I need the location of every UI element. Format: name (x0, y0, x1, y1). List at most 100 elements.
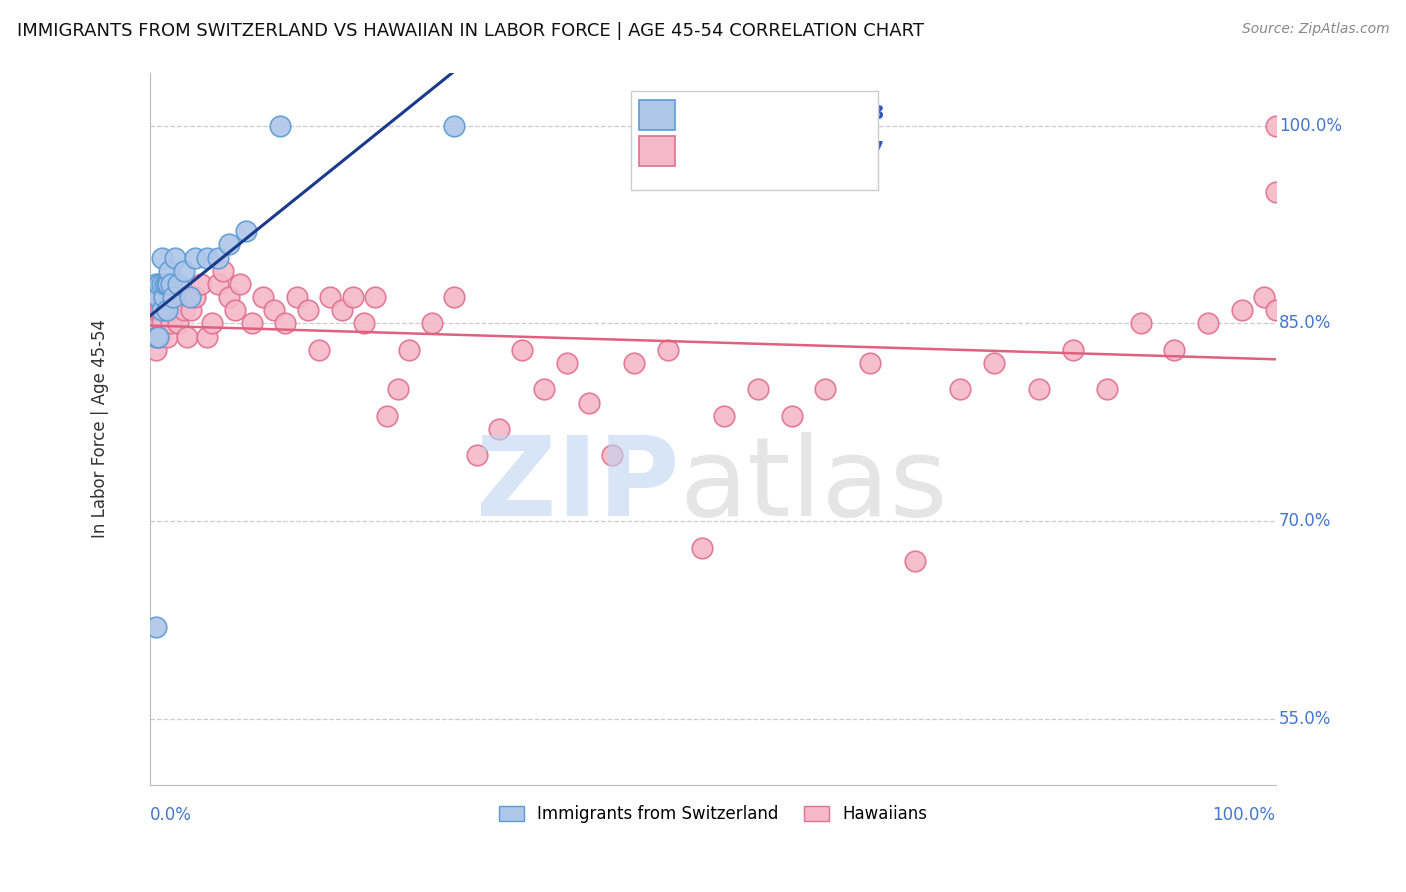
Text: IMMIGRANTS FROM SWITZERLAND VS HAWAIIAN IN LABOR FORCE | AGE 45-54 CORRELATION C: IMMIGRANTS FROM SWITZERLAND VS HAWAIIAN … (17, 22, 924, 40)
Point (1095, 382, 1118, 396)
Point (156, 277, 179, 291)
Text: 100.0%: 100.0% (1279, 117, 1341, 135)
FancyBboxPatch shape (638, 100, 675, 130)
Point (142, 317, 165, 331)
Point (153, 303, 176, 318)
Point (142, 290, 165, 304)
Point (488, 422, 510, 436)
Text: R = 0.159   N = 77: R = 0.159 N = 77 (683, 140, 884, 159)
Point (150, 303, 173, 318)
Point (398, 343, 420, 357)
Point (150, 251, 173, 265)
Point (375, 409, 398, 423)
Point (814, 382, 837, 396)
Point (173, 263, 195, 277)
Point (657, 343, 679, 357)
Point (1197, 317, 1219, 331)
Point (1163, 343, 1185, 357)
Text: ZIP: ZIP (475, 433, 679, 540)
Point (1253, 290, 1275, 304)
Text: 100.0%: 100.0% (1212, 806, 1275, 824)
Point (145, 619, 167, 633)
Point (578, 395, 600, 409)
Point (623, 356, 645, 370)
Text: 0.0%: 0.0% (150, 806, 193, 824)
Point (443, 119, 465, 133)
Point (420, 317, 443, 331)
Point (207, 277, 229, 291)
Point (904, 554, 927, 568)
Point (153, 290, 176, 304)
Point (983, 356, 1005, 370)
Point (148, 290, 170, 304)
Text: 85.0%: 85.0% (1279, 314, 1331, 333)
Point (747, 382, 769, 396)
Point (162, 290, 184, 304)
Point (1264, 119, 1286, 133)
Point (167, 317, 190, 331)
Point (218, 290, 240, 304)
Point (1028, 382, 1050, 396)
Point (149, 303, 172, 318)
Point (195, 251, 218, 265)
Point (150, 317, 173, 331)
Point (170, 290, 193, 304)
Point (201, 317, 224, 331)
Point (1264, 185, 1286, 199)
Point (159, 317, 181, 331)
Point (510, 343, 533, 357)
Point (195, 329, 218, 343)
Point (218, 237, 240, 252)
Point (145, 277, 167, 291)
Text: 55.0%: 55.0% (1279, 710, 1331, 728)
Point (145, 343, 167, 357)
Point (342, 290, 364, 304)
Point (353, 317, 375, 331)
FancyBboxPatch shape (631, 91, 879, 190)
Point (190, 277, 212, 291)
Point (207, 251, 229, 265)
Point (533, 382, 555, 396)
Point (297, 303, 319, 318)
Point (308, 343, 330, 357)
Point (713, 409, 735, 423)
Point (143, 303, 166, 318)
Point (859, 356, 882, 370)
Point (153, 277, 176, 291)
Point (156, 303, 179, 318)
Point (555, 356, 578, 370)
Point (224, 303, 246, 318)
Point (145, 329, 167, 343)
Point (173, 303, 195, 318)
Point (252, 290, 274, 304)
Text: 70.0%: 70.0% (1279, 512, 1331, 530)
Point (146, 290, 169, 304)
Point (148, 329, 170, 343)
Point (285, 290, 308, 304)
Point (184, 251, 207, 265)
Point (148, 277, 170, 291)
Point (153, 277, 176, 291)
Point (157, 277, 180, 291)
Point (690, 541, 713, 555)
Point (1129, 317, 1152, 331)
Text: atlas: atlas (679, 433, 948, 540)
Point (165, 251, 187, 265)
Point (364, 290, 387, 304)
Point (235, 224, 257, 238)
Legend: Immigrants from Switzerland, Hawaiians: Immigrants from Switzerland, Hawaiians (492, 798, 934, 830)
Point (949, 382, 972, 396)
Point (1062, 343, 1084, 357)
Point (319, 290, 342, 304)
Text: In Labor Force | Age 45-54: In Labor Force | Age 45-54 (91, 319, 108, 539)
Point (465, 448, 488, 462)
Point (148, 329, 170, 343)
Point (443, 290, 465, 304)
Point (157, 290, 180, 304)
Point (229, 277, 252, 291)
Point (330, 303, 353, 318)
Point (600, 448, 623, 462)
Point (176, 329, 198, 343)
Point (148, 303, 170, 318)
Point (184, 290, 207, 304)
